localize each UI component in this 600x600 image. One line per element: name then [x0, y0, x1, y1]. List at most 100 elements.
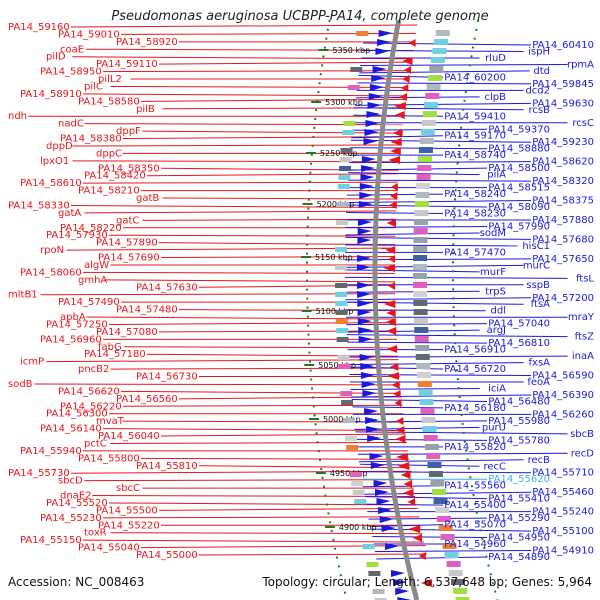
- gene-label-reverse[interactable]: sbcB: [570, 429, 594, 440]
- gene-label-reverse[interactable]: rcsB: [529, 105, 551, 116]
- gene-label-forward[interactable]: PA14_56620: [58, 386, 120, 397]
- gene-label-reverse[interactable]: PA14_57880: [532, 215, 594, 226]
- gene-label-forward[interactable]: dppD: [46, 141, 73, 152]
- gene-label-forward[interactable]: PA14_57480: [116, 305, 178, 316]
- gene-label-reverse[interactable]: clpB: [485, 92, 507, 103]
- gene-label-forward[interactable]: PA14_55000: [136, 550, 198, 561]
- gene-label-forward[interactable]: PA14_57930: [46, 230, 108, 241]
- gene-label-forward[interactable]: PA14_57630: [136, 282, 198, 293]
- gene-label-forward[interactable]: PA14_55230: [40, 513, 102, 524]
- gene-label-forward[interactable]: PA14_57180: [84, 349, 146, 360]
- gene-label-reverse[interactable]: PA14_57650: [532, 254, 594, 265]
- gene-label-reverse[interactable]: PA14_56390: [532, 390, 594, 401]
- gene-label-forward[interactable]: PA14_56960: [40, 334, 102, 345]
- gene-label-forward[interactable]: PA14_55040: [78, 543, 140, 554]
- gene-label-forward[interactable]: PA14_55800: [78, 453, 140, 464]
- gene-label-reverse[interactable]: PA14_57200: [532, 293, 594, 304]
- gene-label-reverse[interactable]: PA14_57680: [532, 234, 594, 245]
- gene-label-forward[interactable]: rpoN: [40, 245, 64, 256]
- gene-label-reverse[interactable]: PA14_55980: [488, 416, 550, 427]
- gene-label-forward[interactable]: toxR: [84, 528, 107, 539]
- gene-label-reverse[interactable]: recB: [528, 455, 551, 466]
- gene-label-reverse[interactable]: PA14_55290: [488, 513, 550, 524]
- gene-label-forward[interactable]: PA14_56040: [98, 431, 160, 442]
- gene-label-forward[interactable]: PA14_58350: [98, 163, 160, 174]
- gene-label-reverse[interactable]: PA14_58740: [444, 150, 506, 161]
- gene-label-reverse[interactable]: PA14_58320: [532, 176, 594, 187]
- gene-label-reverse[interactable]: PA14_58230: [444, 209, 506, 220]
- gene-label-forward[interactable]: PA14_55810: [136, 461, 198, 472]
- gene-label-forward[interactable]: sbcC: [116, 483, 140, 494]
- gene-label-reverse[interactable]: rcsC: [572, 118, 594, 129]
- gene-label-forward[interactable]: PA14_55220: [98, 520, 160, 531]
- gene-label-forward[interactable]: pilL2: [98, 74, 122, 85]
- gene-label-forward[interactable]: gatA: [58, 208, 81, 219]
- gene-label-reverse[interactable]: PA14_59230: [532, 137, 594, 148]
- gene-label-forward[interactable]: PA14_55520: [46, 498, 108, 509]
- gene-label-reverse[interactable]: PA14_56480: [488, 396, 550, 407]
- gene-label-reverse[interactable]: PA14_54910: [532, 546, 594, 557]
- gene-label-forward[interactable]: algW: [84, 260, 109, 271]
- gene-label-forward[interactable]: sbcD: [58, 476, 83, 487]
- gene-label-forward[interactable]: PA14_56730: [136, 372, 198, 383]
- gene-label-reverse[interactable]: mraY: [568, 312, 595, 323]
- gene-label-forward[interactable]: pilC: [84, 81, 103, 92]
- gene-label-forward[interactable]: PA14_58210: [78, 186, 140, 197]
- gene-label-reverse[interactable]: PA14_55620: [488, 474, 550, 485]
- gene-label-reverse[interactable]: PA14_58240: [444, 189, 506, 200]
- gene-label-reverse[interactable]: PA14_55780: [488, 435, 550, 446]
- gene-label-forward[interactable]: fabG: [98, 342, 122, 353]
- gene-label-forward[interactable]: dppC: [96, 148, 122, 159]
- gene-label-reverse[interactable]: PA14_59370: [488, 124, 550, 135]
- gene-label-forward[interactable]: PA14_58910: [20, 89, 82, 100]
- gene-label-reverse[interactable]: PA14_60200: [444, 72, 506, 83]
- gene-label-forward[interactable]: PA14_57890: [96, 238, 158, 249]
- gene-label-reverse[interactable]: purU: [482, 422, 506, 433]
- gene-label-reverse[interactable]: PA14_57040: [488, 319, 550, 330]
- gene-label-forward[interactable]: PA14_58420: [84, 171, 146, 182]
- gene-label-forward[interactable]: PA14_58330: [8, 200, 70, 211]
- gene-label-reverse[interactable]: PA14_56720: [444, 364, 506, 375]
- gene-label-forward[interactable]: gmhA: [78, 275, 107, 286]
- gene-label-reverse[interactable]: ddl: [491, 306, 506, 317]
- gene-label-forward[interactable]: PA14_58610: [20, 178, 82, 189]
- gene-label-reverse[interactable]: PA14_58620: [532, 157, 594, 168]
- gene-label-reverse[interactable]: PA14_55460: [532, 487, 594, 498]
- gene-label-reverse[interactable]: recD: [571, 448, 595, 459]
- gene-label-reverse[interactable]: PA14_56180: [444, 403, 506, 414]
- gene-label-forward[interactable]: PA14_55150: [20, 535, 82, 546]
- gene-label-forward[interactable]: lpxO1: [40, 156, 69, 167]
- gene-label-reverse[interactable]: PA14_59410: [444, 111, 506, 122]
- gene-label-reverse[interactable]: PA14_55100: [532, 526, 594, 537]
- gene-label-forward[interactable]: icmP: [20, 357, 44, 368]
- gene-label-reverse[interactable]: PA14_55400: [444, 500, 506, 511]
- gene-label-reverse[interactable]: PA14_57990: [488, 221, 550, 232]
- gene-label-reverse[interactable]: ftsL: [576, 273, 594, 284]
- gene-label-forward[interactable]: PA14_55940: [20, 446, 82, 457]
- gene-label-reverse[interactable]: PA14_55560: [444, 481, 506, 492]
- gene-label-forward[interactable]: PA14_56300: [46, 409, 108, 420]
- gene-label-forward[interactable]: ndh: [8, 111, 27, 122]
- gene-label-forward[interactable]: PA14_55500: [96, 505, 158, 516]
- gene-label-forward[interactable]: pncB2: [78, 364, 109, 375]
- gene-label-forward[interactable]: PA14_56140: [40, 424, 102, 435]
- gene-label-reverse[interactable]: rluD: [485, 53, 506, 64]
- gene-label-forward[interactable]: PA14_56220: [60, 401, 122, 412]
- gene-label-forward[interactable]: PA14_55730: [8, 468, 70, 479]
- gene-label-forward[interactable]: PA14_58580: [78, 96, 140, 107]
- gene-label-forward[interactable]: PA14_59110: [96, 59, 158, 70]
- gene-label-forward[interactable]: apbA: [60, 312, 86, 323]
- gene-label-reverse[interactable]: PA14_58880: [488, 144, 550, 155]
- gene-label-reverse[interactable]: fxsA: [529, 358, 551, 369]
- gene-label-forward[interactable]: PA14_57250: [46, 319, 108, 330]
- gene-label-reverse[interactable]: feoA: [527, 377, 550, 388]
- gene-label-reverse[interactable]: ispH: [528, 46, 550, 57]
- gene-label-forward[interactable]: PA14_58950: [40, 67, 102, 78]
- gene-label-reverse[interactable]: PA14_54960: [444, 539, 506, 550]
- gene-label-reverse[interactable]: pilA: [487, 170, 506, 181]
- gene-label-reverse[interactable]: PA14_60410: [532, 40, 594, 51]
- gene-label-forward[interactable]: PA14_59160: [8, 22, 70, 33]
- gene-label-forward[interactable]: pilB: [136, 104, 155, 115]
- gene-label-forward[interactable]: gatC: [116, 215, 139, 226]
- gene-label-reverse[interactable]: trpS: [485, 286, 506, 297]
